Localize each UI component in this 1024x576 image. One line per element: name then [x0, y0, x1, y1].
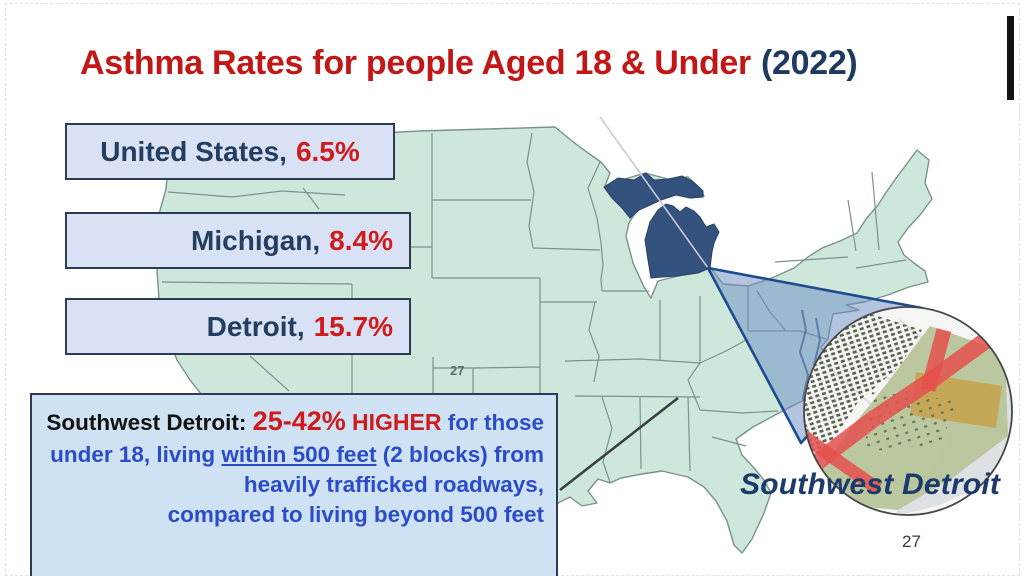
southwest-detroit-note: Southwest Detroit: 25-42% HIGHER for tho…	[30, 393, 558, 576]
inset-caption: Southwest Detroit	[740, 468, 1001, 501]
stat-box-michigan: Michigan, 8.4%	[65, 212, 411, 269]
stat-label: Detroit,	[206, 310, 305, 342]
michigan-upper-peninsula-shape	[603, 172, 704, 219]
note-underlined: within 500 feet	[221, 441, 377, 467]
michigan-lower-peninsula-shape	[644, 203, 720, 279]
faint-annotation-line	[599, 116, 709, 269]
stat-box-united-states: United States, 6.5%	[65, 123, 395, 180]
note-emphasis: HIGHER	[352, 409, 442, 435]
note-body-2: (2 blocks) from heavily trafficked roadw…	[243, 441, 544, 497]
state-borders	[161, 132, 907, 483]
stat-value: 15.7%	[313, 310, 393, 342]
note-range: 25-42%	[252, 406, 346, 436]
title-year: (2022)	[760, 44, 858, 82]
note-body-1: for those under 18, living	[50, 410, 544, 467]
note-pointer-line	[559, 396, 679, 492]
title-text: Asthma Rates for people Aged 18 & Under	[80, 44, 751, 82]
note-last-line: compared to living beyond 500 feet	[167, 501, 544, 527]
inset-circle-outline	[803, 306, 1013, 516]
map-route-label: 27	[450, 363, 464, 378]
stat-box-detroit: Detroit, 15.7%	[65, 298, 411, 355]
detroit-inset-map	[803, 306, 1013, 516]
inset-city-blocks	[804, 313, 922, 456]
stat-label: United States,	[100, 135, 287, 167]
note-lead: Southwest Detroit:	[46, 410, 247, 435]
slide-title: Asthma Rates for people Aged 18 & Under(…	[80, 44, 1020, 83]
page-number: 27	[902, 532, 921, 551]
stat-label: Michigan,	[191, 224, 321, 256]
stat-value: 8.4%	[329, 224, 393, 256]
text-cursor-bar	[1007, 16, 1014, 100]
stat-value: 6.5%	[295, 135, 360, 167]
